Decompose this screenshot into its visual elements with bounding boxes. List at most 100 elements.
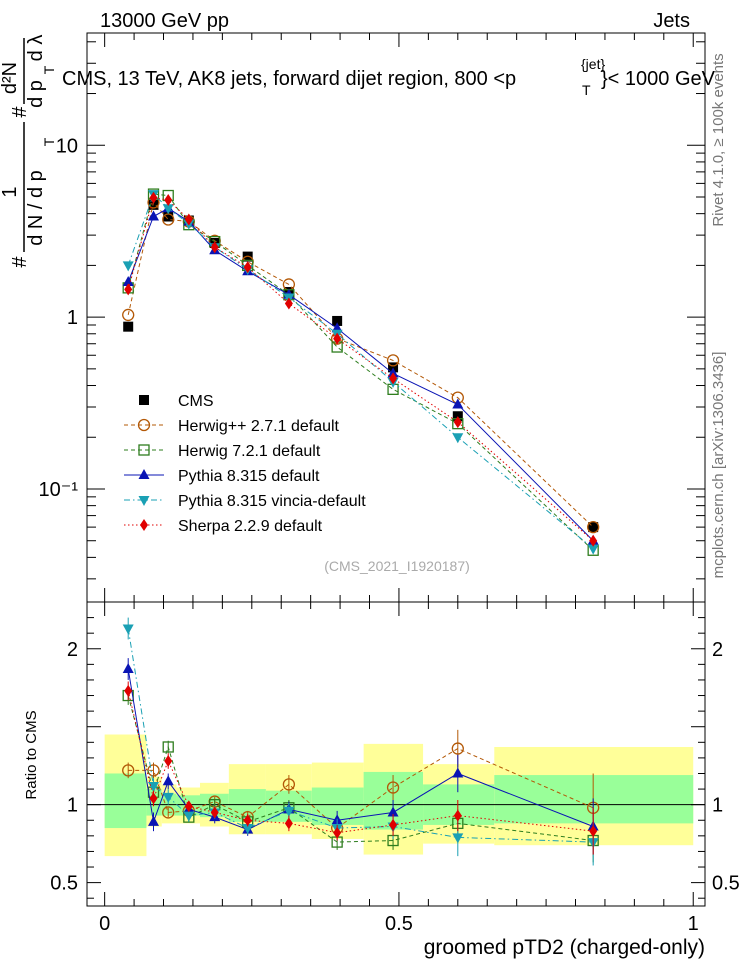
point-main: [452, 398, 464, 409]
legend-label-5: Sherpa 2.2.9 default: [178, 518, 323, 535]
legend-label-2: Herwig 7.2.1 default: [178, 443, 321, 460]
ylabel-dN: d N / d p: [25, 170, 47, 246]
ratio-bands: [104, 734, 694, 857]
point-ratio: [453, 809, 462, 822]
point-ratio: [122, 624, 134, 635]
xlabel: groomed pTD2 (charged-only): [424, 936, 705, 959]
point-ratio: [451, 742, 464, 755]
point-ratio: [452, 833, 464, 844]
legend-marker-0: [139, 395, 149, 405]
mcplots-label: mcplots.cern.ch [arXiv:1306.3436]: [710, 352, 727, 579]
point-ratio: [243, 814, 252, 827]
plot-title-main: CMS, 13 TeV, AK8 jets, forward dijet reg…: [62, 68, 516, 90]
top-ylabel: # 1 d N / d p T # d²N d p T d λ: [0, 35, 57, 268]
ytick-label-ratio: 0.5: [50, 873, 78, 895]
legend-marker-5: [140, 519, 148, 531]
legend: CMS Herwig++ 2.7.1 default Herwig 7.2.1 de…: [124, 393, 366, 535]
ylabel-T1: T: [41, 137, 57, 146]
series: [122, 188, 600, 866]
point-ratio: [282, 778, 296, 791]
ylabel-dp: d p: [25, 80, 47, 108]
watermark: (CMS_2021_I1920187): [324, 558, 470, 574]
point-main: [124, 283, 133, 296]
ytick-label-ratio-right: 0.5: [712, 873, 740, 895]
band-inner-10: [494, 775, 694, 824]
point-main: [162, 204, 174, 215]
axes: 0 0.5 1 10 1 10⁻¹ 0.5 0.5 1 1 2 2: [39, 32, 740, 935]
xtick-label: 0: [99, 913, 110, 935]
series-line-main: [127, 197, 594, 542]
series-line-main: [127, 201, 594, 528]
legend-marker-2: [138, 444, 150, 456]
point-main: [164, 194, 173, 207]
point-main: [184, 213, 193, 226]
plot-title-end: }< 1000 GeV: [601, 68, 716, 90]
point-ratio: [333, 826, 342, 839]
ratio-frame: [86, 601, 706, 907]
ylabel-d2N: d²N: [0, 62, 21, 94]
point-main: [452, 433, 464, 444]
point-ratio: [148, 815, 160, 826]
ytick-label-ratio-right: 1: [712, 795, 723, 817]
point-ratio: [149, 792, 158, 805]
series-line-main: [127, 207, 594, 542]
point-main: [333, 332, 342, 345]
point-main: [332, 315, 343, 326]
ytick-label-main: 10: [56, 135, 78, 157]
legend-label-0: CMS: [178, 393, 214, 410]
point-main: [587, 520, 600, 534]
plot-title: CMS, 13 TeV, AK8 jets, forward dijet reg…: [62, 68, 516, 90]
point-ratio: [148, 781, 160, 792]
point-ratio: [183, 811, 195, 822]
main-frame: [86, 32, 706, 603]
point-main: [386, 354, 400, 367]
point-main: [243, 261, 252, 274]
point-ratio: [162, 792, 174, 803]
point-main: [453, 416, 462, 429]
point-main: [122, 276, 134, 287]
legend-marker-4: [138, 496, 150, 506]
legend-label-3: Pythia 8.315 default: [178, 468, 320, 485]
point-ratio: [387, 806, 399, 817]
ylabel-hash1: #: [9, 256, 31, 268]
header-right: Jets: [653, 10, 690, 32]
rivet-label: Rivet 4.1.0, ≥ 100k events: [710, 53, 727, 226]
ytick-label-ratio-right: 2: [712, 639, 723, 661]
point-ratio: [242, 824, 254, 835]
point-ratio: [122, 663, 134, 674]
point-ratio: [589, 825, 598, 838]
point-ratio: [386, 781, 400, 794]
point-ratio: [162, 806, 175, 819]
point-main: [122, 308, 135, 322]
ylabel-hash2: #: [9, 106, 31, 118]
point-main: [210, 241, 219, 254]
point-ratio: [162, 741, 174, 753]
legend-label-1: Herwig++ 2.7.1 default: [178, 418, 340, 435]
legend-marker-1: [137, 418, 151, 432]
point-main: [388, 362, 399, 373]
plot-title-sub: T: [582, 82, 591, 98]
point-ratio: [184, 800, 193, 813]
xtick-label: 0.5: [385, 913, 413, 935]
legend-label-4: Pythia 8.315 vincia-default: [178, 493, 366, 510]
point-ratio: [284, 817, 293, 830]
legend-marker-3: [138, 469, 150, 479]
series-line-main: [127, 193, 594, 549]
point-main: [123, 321, 134, 332]
series-5: [124, 191, 598, 855]
ylabel-T2: T: [41, 65, 57, 74]
point-ratio: [389, 818, 398, 831]
point-main: [122, 261, 134, 272]
point-ratio: [162, 775, 174, 786]
point-ratio: [124, 684, 133, 697]
ytick-label-main: 10⁻¹: [39, 479, 79, 501]
ytick-label-ratio: 2: [67, 639, 78, 661]
point-ratio: [164, 755, 173, 768]
point-main: [149, 191, 158, 204]
plot-title-sup: {jet}: [581, 56, 605, 72]
ylabel-one: 1: [0, 186, 21, 197]
point-main: [148, 210, 160, 221]
header-left: 13000 GeV pp: [100, 10, 229, 32]
point-ratio: [452, 767, 464, 778]
ratio-ylabel: Ratio to CMS: [23, 710, 40, 799]
